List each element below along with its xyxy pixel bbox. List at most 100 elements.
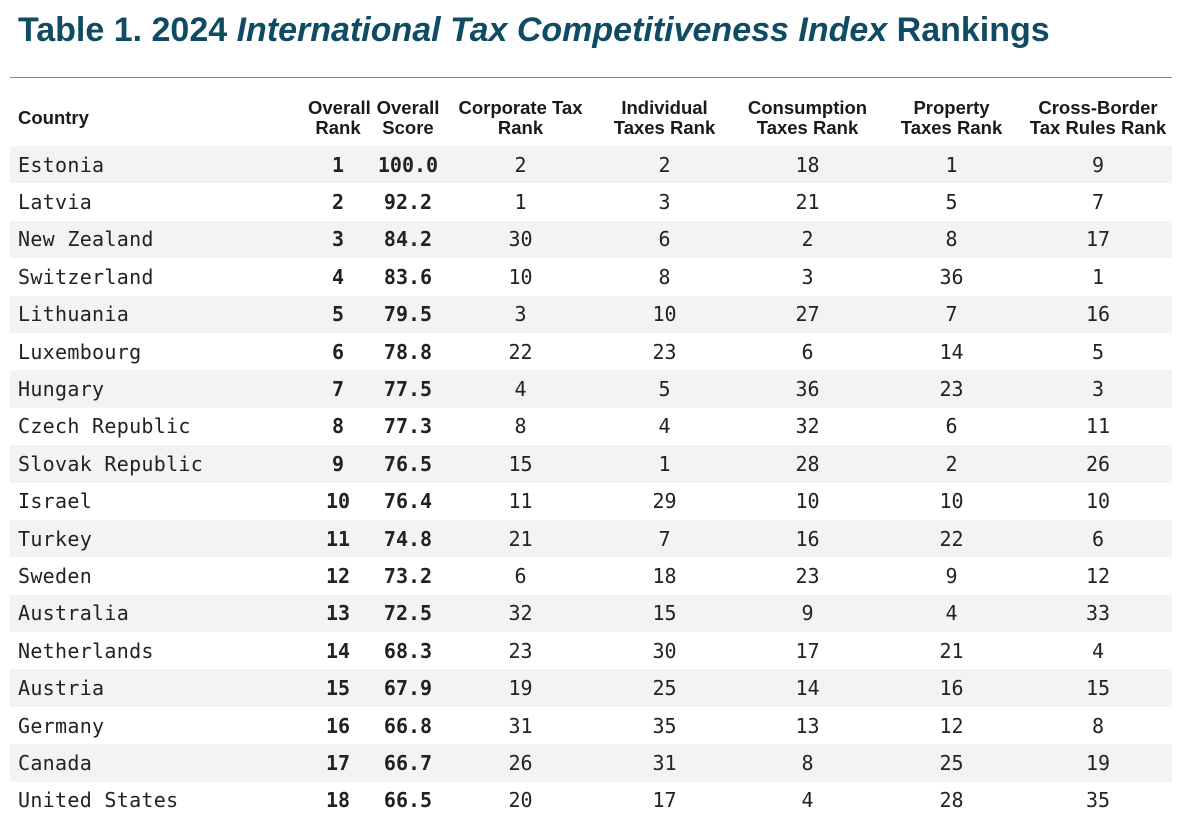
overall-score-cell: 76.4: [368, 482, 448, 520]
individual-taxes-rank-cell: 29: [593, 482, 736, 520]
individual-taxes-rank-cell: 7: [593, 519, 736, 558]
consumption-taxes-rank-cell: 16: [736, 519, 879, 558]
overall-score-cell: 100.0: [368, 146, 448, 184]
individual-taxes-rank-cell: 18: [593, 557, 736, 595]
property-taxes-rank-cell: 7: [879, 295, 1024, 333]
overall-rank-cell: 10: [208, 482, 368, 520]
property-taxes-rank-cell: 4: [879, 594, 1024, 633]
overall-score-cell: 67.9: [368, 669, 448, 707]
country-cell: Estonia: [10, 146, 208, 184]
country-cell: United States: [10, 781, 208, 820]
corporate-tax-rank-cell: 26: [448, 744, 593, 782]
overall-score-cell: 66.5: [368, 781, 448, 820]
page-title: Table 1. 2024 International Tax Competit…: [18, 6, 1050, 54]
individual-taxes-rank-cell: 30: [593, 632, 736, 670]
property-taxes-rank-cell: 10: [879, 482, 1024, 520]
individual-taxes-rank-cell: 25: [593, 669, 736, 707]
table-header-row: Country Overall Rank Overall Score Corpora…: [10, 90, 1172, 146]
title-prefix: Table 1. 2024: [18, 11, 237, 49]
overall-score-cell: 77.3: [368, 407, 448, 446]
individual-taxes-rank-cell: 17: [593, 781, 736, 820]
individual-taxes-rank-cell: 3: [593, 183, 736, 221]
property-taxes-rank-cell: 16: [879, 669, 1024, 707]
corporate-tax-rank-cell: 6: [448, 557, 593, 595]
cross-border-tax-rules-rank-cell: 6: [1024, 519, 1172, 558]
corporate-tax-rank-cell: 32: [448, 594, 593, 633]
country-cell: Slovak Republic: [10, 445, 208, 483]
overall-score-cell: 73.2: [368, 557, 448, 595]
property-taxes-rank-cell: 6: [879, 407, 1024, 446]
cross-border-tax-rules-rank-cell: 11: [1024, 407, 1172, 446]
cross-border-tax-rules-rank-cell: 19: [1024, 744, 1172, 782]
consumption-taxes-rank-cell: 36: [736, 370, 879, 408]
header-overall-rank: Overall Rank: [308, 97, 371, 138]
header-overall-score: Overall Score: [376, 97, 440, 138]
cross-border-tax-rules-rank-cell: 15: [1024, 669, 1172, 707]
consumption-taxes-rank-cell: 9: [736, 594, 879, 633]
corporate-tax-rank-cell: 3: [448, 295, 593, 333]
consumption-taxes-rank-cell: 32: [736, 407, 879, 446]
rankings-table: Country Overall Rank Overall Score Corpora…: [10, 90, 1172, 820]
corporate-tax-rank-cell: 23: [448, 632, 593, 670]
header-property-taxes-rank: Property Taxes Rank: [900, 97, 1003, 138]
overall-rank-cell: 6: [208, 332, 368, 371]
country-cell: Lithuania: [10, 295, 208, 333]
country-cell: Switzerland: [10, 258, 208, 296]
table-row: Israel 10 76.4 11 29 10 10 10: [10, 482, 1172, 520]
property-taxes-rank-cell: 28: [879, 781, 1024, 820]
consumption-taxes-rank-cell: 6: [736, 332, 879, 371]
property-taxes-rank-cell: 9: [879, 557, 1024, 595]
table-row: Germany 16 66.8 31 35 13 12 8: [10, 706, 1172, 745]
country-cell: Australia: [10, 594, 208, 633]
consumption-taxes-rank-cell: 4: [736, 781, 879, 820]
cross-border-tax-rules-rank-cell: 5: [1024, 332, 1172, 371]
table-row: Sweden 12 73.2 6 18 23 9 12: [10, 557, 1172, 595]
corporate-tax-rank-cell: 20: [448, 781, 593, 820]
property-taxes-rank-cell: 2: [879, 445, 1024, 483]
cross-border-tax-rules-rank-cell: 33: [1024, 594, 1172, 633]
overall-rank-cell: 4: [208, 258, 368, 296]
table-row: Australia 13 72.5 32 15 9 4 33: [10, 594, 1172, 633]
corporate-tax-rank-cell: 19: [448, 669, 593, 707]
overall-score-cell: 84.2: [368, 220, 448, 259]
consumption-taxes-rank-cell: 2: [736, 220, 879, 259]
overall-score-cell: 92.2: [368, 183, 448, 221]
corporate-tax-rank-cell: 11: [448, 482, 593, 520]
header-cross-border-tax-rules-rank: Cross-Border Tax Rules Rank: [1029, 97, 1167, 138]
country-cell: Luxembourg: [10, 332, 208, 371]
consumption-taxes-rank-cell: 10: [736, 482, 879, 520]
cross-border-tax-rules-rank-cell: 12: [1024, 557, 1172, 595]
individual-taxes-rank-cell: 10: [593, 295, 736, 333]
country-cell: Germany: [10, 706, 208, 745]
overall-rank-cell: 13: [208, 594, 368, 633]
overall-score-cell: 77.5: [368, 370, 448, 408]
overall-rank-cell: 15: [208, 669, 368, 707]
table-row: New Zealand 3 84.2 30 6 2 8 17: [10, 220, 1172, 259]
consumption-taxes-rank-cell: 3: [736, 258, 879, 296]
overall-score-cell: 66.8: [368, 706, 448, 745]
individual-taxes-rank-cell: 23: [593, 332, 736, 371]
consumption-taxes-rank-cell: 13: [736, 706, 879, 745]
property-taxes-rank-cell: 25: [879, 744, 1024, 782]
title-suffix: Rankings: [887, 11, 1050, 49]
header-consumption-taxes-rank: Consumption Taxes Rank: [747, 97, 868, 138]
cross-border-tax-rules-rank-cell: 4: [1024, 632, 1172, 670]
country-cell: Netherlands: [10, 632, 208, 670]
cross-border-tax-rules-rank-cell: 16: [1024, 295, 1172, 333]
consumption-taxes-rank-cell: 28: [736, 445, 879, 483]
table-row: Lithuania 5 79.5 3 10 27 7 16: [10, 295, 1172, 333]
corporate-tax-rank-cell: 1: [448, 183, 593, 221]
table-row: Canada 17 66.7 26 31 8 25 19: [10, 744, 1172, 782]
title-italic: International Tax Competitiveness Index: [236, 11, 888, 49]
corporate-tax-rank-cell: 15: [448, 445, 593, 483]
table-row: Netherlands 14 68.3 23 30 17 21 4: [10, 632, 1172, 670]
consumption-taxes-rank-cell: 27: [736, 295, 879, 333]
overall-rank-cell: 2: [208, 183, 368, 221]
title-divider: [10, 77, 1172, 78]
table-body: Estonia 1 100.0 2 2 18 1 9 Latvia 2 92.2 1 3 21 5 7 New …: [10, 146, 1172, 820]
country-cell: Austria: [10, 669, 208, 707]
cross-border-tax-rules-rank-cell: 26: [1024, 445, 1172, 483]
overall-rank-cell: 7: [208, 370, 368, 408]
corporate-tax-rank-cell: 8: [448, 407, 593, 446]
table-row: Switzerland 4 83.6 10 8 3 36 1: [10, 258, 1172, 296]
